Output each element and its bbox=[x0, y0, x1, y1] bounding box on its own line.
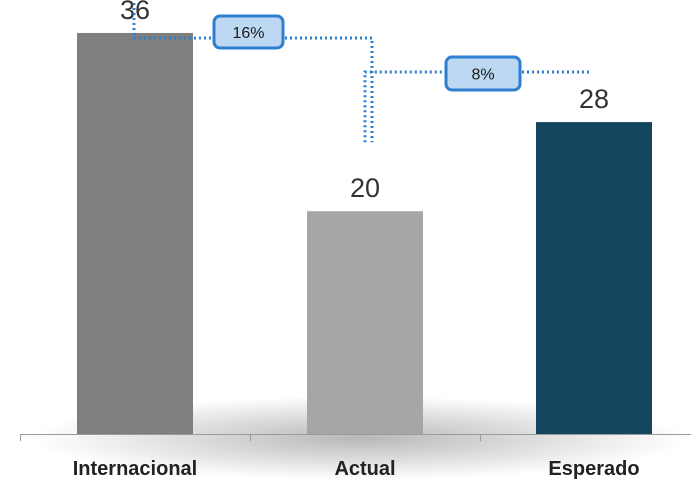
bar-internacional bbox=[77, 32, 193, 435]
category-label-internacional: Internacional bbox=[73, 458, 197, 480]
category-label-actual: Actual bbox=[334, 458, 395, 480]
connector-line-1 bbox=[132, 0, 214, 40]
bar-esperado bbox=[536, 122, 652, 434]
bar-actual bbox=[307, 211, 423, 434]
value-label-actual: 20 bbox=[350, 173, 380, 203]
connector-line-1b bbox=[285, 36, 374, 143]
category-label-esperado: Esperado bbox=[548, 458, 639, 480]
difference-badge-2 bbox=[444, 55, 522, 92]
difference-label-2: 8% bbox=[471, 67, 494, 84]
floor-shadow bbox=[30, 396, 690, 480]
difference-label-1: 16% bbox=[232, 25, 264, 42]
connector-line-2 bbox=[363, 70, 446, 143]
difference-badge-1 bbox=[212, 14, 285, 50]
comparison-connectors: 16% 8% bbox=[132, 0, 594, 143]
value-label-esperado: 28 bbox=[579, 84, 609, 114]
x-axis: Internacional Actual Esperado bbox=[20, 434, 691, 480]
